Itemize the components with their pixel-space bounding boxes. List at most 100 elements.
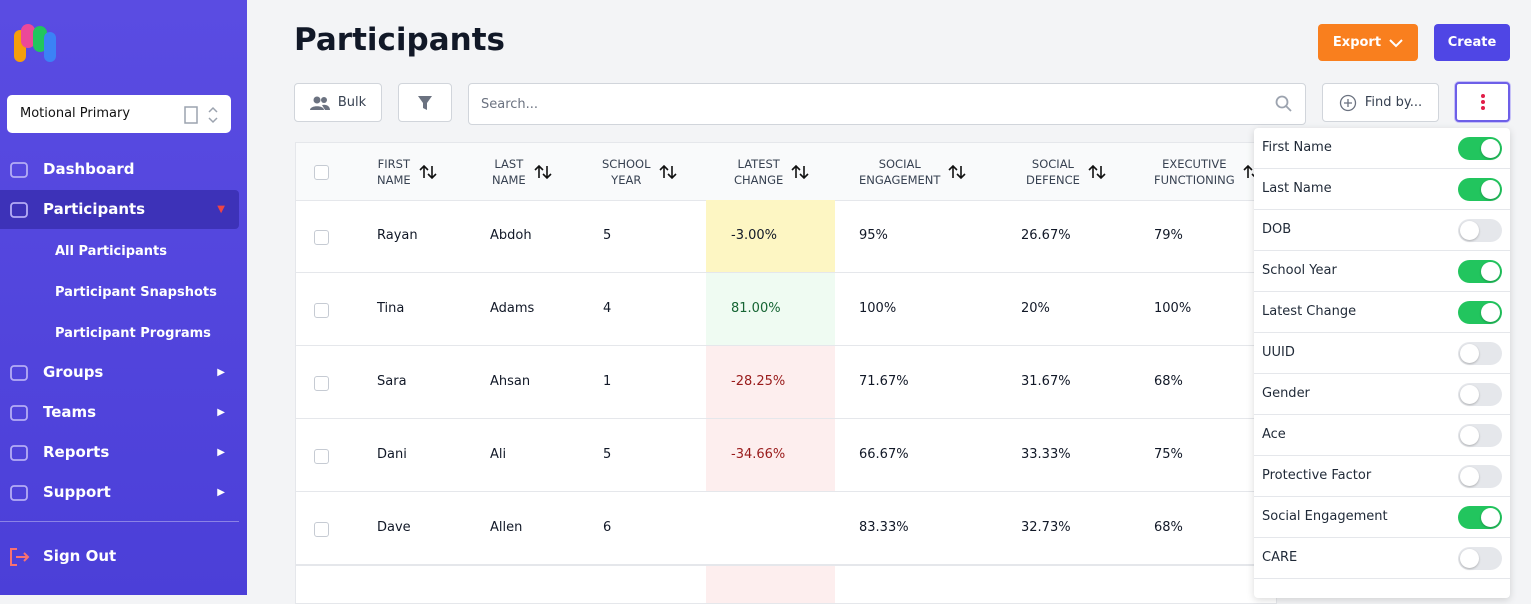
bulk-button[interactable]: Bulk	[294, 83, 382, 122]
kebab-icon	[1480, 94, 1485, 110]
column-header[interactable]: SOCIAL DEFENCE	[1026, 143, 1106, 200]
select-all-checkbox[interactable]	[314, 165, 329, 180]
cell: 1	[603, 374, 612, 389]
nav-caret: ▶	[217, 367, 225, 378]
sort-icon[interactable]	[534, 164, 552, 180]
column-header[interactable]: SOCIAL ENGAGEMENT	[859, 143, 967, 200]
cell: -28.25%	[731, 374, 786, 389]
cell: 79%	[1154, 228, 1183, 243]
nav-item[interactable]: Groups ▶	[0, 353, 239, 392]
toggle[interactable]	[1458, 465, 1502, 488]
filter-button[interactable]	[398, 83, 452, 122]
sort-icon[interactable]	[658, 164, 677, 180]
subnav-item[interactable]: All Participants	[55, 244, 167, 259]
export-label: Export	[1332, 35, 1382, 50]
column-title: SOCIAL ENGAGEMENT	[859, 156, 940, 188]
column-toggle-row: Last Name	[1254, 169, 1510, 210]
subnav-item[interactable]: Participant Snapshots	[55, 285, 217, 300]
sidebar: Motional Primary Dashboard Participants ▼ G…	[0, 0, 247, 595]
nav-item[interactable]: Reports ▶	[0, 433, 239, 472]
sort-icon[interactable]	[419, 164, 437, 180]
column-title-line: SCHOOL	[602, 156, 651, 171]
nav-icon	[10, 445, 28, 461]
sort-icon[interactable]	[1243, 164, 1261, 180]
toggle[interactable]	[1458, 260, 1502, 283]
export-button[interactable]: Export	[1318, 24, 1418, 61]
column-toggle-row: Latest Change	[1254, 292, 1510, 333]
column-header[interactable]: FIRST NAME	[377, 143, 437, 200]
cell: 33.33%	[1021, 447, 1071, 462]
sign-out[interactable]: Sign Out	[0, 537, 239, 576]
nav-label: Groups	[43, 363, 104, 381]
change-highlight	[706, 419, 835, 491]
logo	[14, 24, 56, 62]
column-toggle-row: CARE	[1254, 538, 1510, 579]
toggle[interactable]	[1458, 219, 1502, 242]
toggle[interactable]	[1458, 424, 1502, 447]
filter-icon	[418, 95, 432, 110]
nav-label: Teams	[43, 403, 97, 421]
column-header[interactable]: LAST NAME	[492, 143, 552, 200]
subnav-item[interactable]: Participant Programs	[55, 326, 211, 341]
nav-caret: ▶	[217, 447, 225, 458]
org-selector[interactable]: Motional Primary	[7, 95, 231, 133]
chevron	[1389, 38, 1403, 47]
sort-icon[interactable]	[1088, 164, 1106, 180]
nav-label: Dashboard	[43, 160, 135, 178]
table-header	[296, 143, 1276, 201]
toggle[interactable]	[1458, 137, 1502, 160]
toggle-knob	[1460, 549, 1479, 568]
column-toggle-label: Protective Factor	[1262, 468, 1372, 483]
row-checkbox[interactable]	[314, 522, 329, 537]
find-by-label: Find by...	[1364, 95, 1423, 110]
sign-out-label: Sign Out	[43, 547, 117, 565]
org-name: Motional Primary	[20, 106, 131, 121]
column-title-line: DEFENCE	[1026, 172, 1080, 187]
row-checkbox[interactable]	[314, 449, 329, 464]
column-toggle-label: Social Engagement	[1262, 509, 1388, 524]
toggle[interactable]	[1458, 178, 1502, 201]
column-toggle-label: DOB	[1262, 222, 1292, 237]
cell: Rayan	[377, 228, 418, 243]
cell: Tina	[377, 301, 405, 316]
create-button[interactable]: Create	[1434, 24, 1510, 61]
nav-item[interactable]: Dashboard	[0, 150, 239, 189]
column-title: FIRST NAME	[377, 156, 411, 188]
toggle[interactable]	[1458, 301, 1502, 324]
find-by-button[interactable]: Find by...	[1322, 83, 1439, 122]
cell: Dani	[377, 447, 407, 462]
search-placeholder: Search...	[481, 96, 539, 112]
row-checkbox[interactable]	[314, 230, 329, 245]
toggle-knob	[1460, 426, 1479, 445]
nav-item[interactable]: Teams ▶	[0, 393, 239, 432]
nav-item[interactable]: Support ▶	[0, 473, 239, 512]
nav-item[interactable]: Participants ▼	[0, 190, 239, 229]
toggle[interactable]	[1458, 506, 1502, 529]
toggle[interactable]	[1458, 383, 1502, 406]
column-toggle-row: Protective Factor	[1254, 456, 1510, 497]
toggle[interactable]	[1458, 342, 1502, 365]
search-box[interactable]: Search...	[468, 83, 1306, 125]
cell: Adams	[490, 301, 535, 316]
nav-label: Support	[43, 483, 111, 501]
column-title-line: ENGAGEMENT	[859, 172, 941, 187]
column-title-line: EXECUTIVE	[1162, 156, 1227, 171]
row-checkbox[interactable]	[314, 303, 329, 318]
column-toggle-label: CARE	[1262, 550, 1298, 565]
column-toggle-row: School Year	[1254, 251, 1510, 292]
participants-table: FIRST NAME LAST NAME SCHOOL YEAR LATEST CHANGE S…	[295, 142, 1277, 604]
columns-menu-button[interactable]	[1455, 82, 1510, 122]
cell: 5	[603, 447, 612, 462]
nav-icon	[10, 485, 28, 501]
column-header[interactable]: SCHOOL YEAR	[602, 143, 677, 200]
column-header[interactable]: EXECUTIVE FUNCTIONING	[1154, 143, 1261, 200]
nav-caret: ▶	[217, 407, 225, 418]
column-toggle-label: Latest Change	[1262, 304, 1357, 319]
toggle-knob	[1481, 262, 1500, 281]
toggle-knob	[1481, 508, 1500, 527]
row-checkbox[interactable]	[314, 376, 329, 391]
toggle[interactable]	[1458, 547, 1502, 570]
sort-icon[interactable]	[948, 164, 967, 180]
column-header[interactable]: LATEST CHANGE	[734, 143, 809, 200]
sort-icon[interactable]	[791, 164, 809, 180]
